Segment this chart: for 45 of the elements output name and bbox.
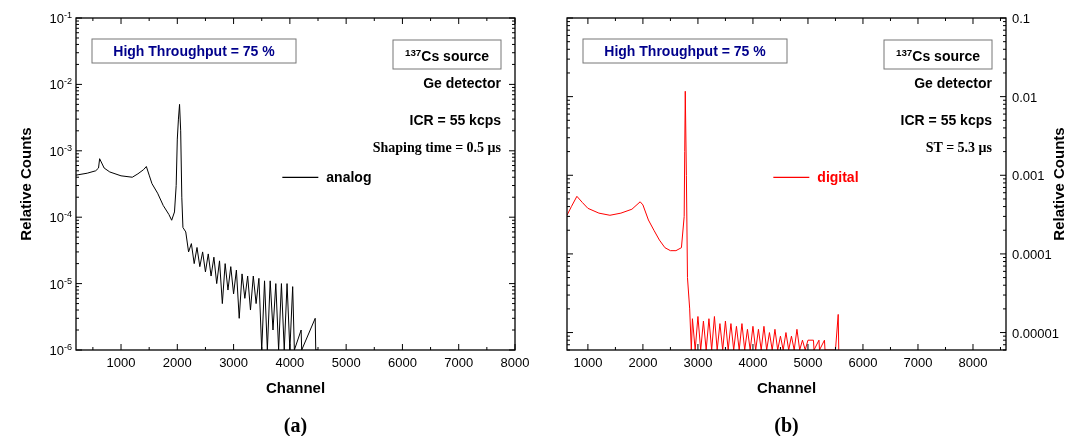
y-tick-label: 10$^{-1}$ [49,10,72,26]
x-tick-label: 8000 [958,355,988,370]
legend-label: analog [326,169,372,186]
annotation: Ge detector [423,75,502,91]
x-tick-label: 2000 [162,355,192,370]
y-tick-label: 10$^{-3}$ [49,142,72,159]
legend-label: digital [817,169,859,186]
x-tick-label: 3000 [219,355,249,370]
y2-tick-label: 0.1 [1012,11,1031,26]
x-tick-label: 4000 [275,355,305,370]
y2-axis-title: Relative Counts [1050,127,1067,241]
x-tick-label: 5000 [331,355,361,370]
y-axis-title: Relative Counts [17,127,34,241]
text: (b) [774,414,799,437]
x-tick-label: 2000 [628,355,658,370]
x-tick-label: 7000 [903,355,933,370]
annotation: $^{137}$Cs source [404,46,490,64]
x-tick-label: 8000 [500,355,530,370]
annotation: ICR = 55 kcps [409,112,502,128]
y-tick-label: 10$^{-2}$ [49,76,72,93]
annotation: Shaping time = 0.5 μs [372,140,502,155]
annotation: ICR = 55 kcps [900,112,993,128]
y2-tick-label: 0.001 [1012,168,1045,184]
annotation: ST = 5.3 μs [925,140,993,155]
x-tick-label: 7000 [444,355,474,370]
x-tick-label: 1000 [106,355,136,370]
x-tick-label: 3000 [683,355,713,370]
x-axis-title: Channel [265,379,326,396]
x-tick-label: 6000 [387,355,417,370]
x-tick-label: 5000 [793,355,823,370]
x-tick-label: 6000 [848,355,878,370]
y-tick-label: 10$^{-5}$ [49,275,72,292]
y2-tick-label: 0.01 [1012,89,1038,105]
y2-tick-label: 0.0001 [1012,246,1052,262]
annotation: High Throughput = 75 % [113,43,276,59]
x-tick-label: 4000 [738,355,768,370]
annotation: Ge detector [914,75,993,91]
text: (a) [283,414,308,437]
annotation: High Throughput = 75 % [604,43,767,59]
y2-tick-label: 0.00001 [1012,325,1059,341]
y-tick-label: 10$^{-6}$ [49,342,72,358]
x-tick-label: 1000 [573,355,603,370]
y-tick-label: 10$^{-4}$ [49,209,72,226]
x-axis-title: Channel [756,379,817,396]
annotation: $^{137}$Cs source [895,46,981,64]
